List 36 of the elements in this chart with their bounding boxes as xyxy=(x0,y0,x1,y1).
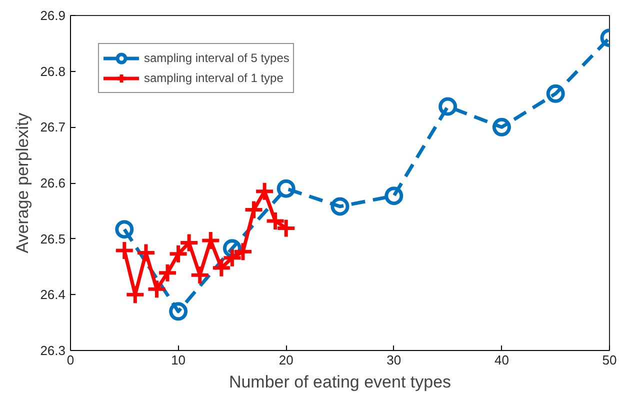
point xyxy=(265,210,286,232)
x-tick-label: 10 xyxy=(171,352,186,368)
point xyxy=(384,186,404,206)
point xyxy=(330,197,350,216)
x-tick-label: 40 xyxy=(494,352,509,368)
point xyxy=(169,302,188,321)
legend-label: sampling interval of 5 types xyxy=(144,51,290,65)
point xyxy=(136,242,156,264)
y-tick-label: 26.9 xyxy=(40,8,66,23)
point xyxy=(438,97,458,116)
y-tick-label: 26.4 xyxy=(40,287,66,302)
point xyxy=(115,220,134,239)
x-axis-title: Number of eating event types xyxy=(228,372,452,392)
x-tick-label: 50 xyxy=(602,352,617,368)
y-tick-label: 26.6 xyxy=(40,176,66,190)
point xyxy=(146,278,167,300)
x-tick-label: 20 xyxy=(278,352,294,368)
point xyxy=(200,230,221,251)
y-axis-title: Average perplexity xyxy=(13,112,32,254)
legend-label: sampling interval of 1 type xyxy=(144,71,284,85)
point xyxy=(492,118,511,136)
x-tick-label: 30 xyxy=(386,352,402,368)
x-tick-label: 0 xyxy=(66,352,74,368)
y-tick-label: 26.3 xyxy=(40,343,66,358)
y-tick-label: 26.7 xyxy=(40,120,66,135)
point xyxy=(546,84,565,103)
point xyxy=(124,284,146,305)
y-tick-label: 26.8 xyxy=(40,64,66,79)
point xyxy=(114,240,135,261)
point xyxy=(190,264,210,286)
point xyxy=(244,200,264,220)
point xyxy=(157,262,178,284)
y-tick-label: 26.5 xyxy=(40,231,66,246)
point xyxy=(276,179,296,198)
point xyxy=(254,181,275,202)
point xyxy=(276,218,296,238)
